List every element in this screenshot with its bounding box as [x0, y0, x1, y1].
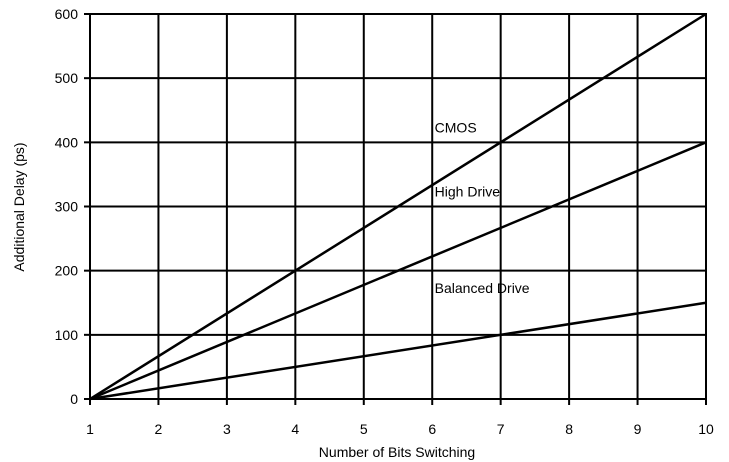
series-line-high-drive	[89, 141, 707, 401]
y-tick-label: 100	[55, 327, 79, 343]
y-tick-label: 600	[55, 6, 79, 22]
y-tick-labels: 0 100 200 300 400 500 600	[55, 6, 79, 407]
x-tick-label: 10	[698, 421, 714, 437]
x-tick-label: 3	[223, 421, 231, 437]
y-tick-label: 200	[55, 263, 79, 279]
y-tick-label: 400	[55, 134, 79, 150]
x-tick-label: 2	[155, 421, 163, 437]
series-line-balanced-drive	[89, 301, 707, 401]
y-tick-label: 500	[55, 70, 79, 86]
x-tick-label: 4	[291, 421, 299, 437]
series-label-high-drive: High Drive	[435, 184, 501, 200]
x-tick-label: 1	[86, 421, 94, 437]
x-tick-label: 7	[497, 421, 505, 437]
series-label-balanced-drive: Balanced Drive	[435, 280, 530, 296]
x-tick-label: 9	[634, 421, 642, 437]
series-labels: CMOS High Drive Balanced Drive	[435, 119, 530, 295]
x-tick-label: 8	[565, 421, 573, 437]
y-tick-label: 300	[55, 199, 79, 215]
series-lines	[89, 12, 707, 401]
y-tick-label: 0	[70, 391, 78, 407]
y-axis-label: Additional Delay (ps)	[11, 142, 27, 271]
series-label-cmos: CMOS	[435, 119, 477, 135]
x-tick-label: 6	[428, 421, 436, 437]
x-tick-label: 5	[360, 421, 368, 437]
plot-frame	[84, 13, 707, 405]
x-axis-label: Number of Bits Switching	[319, 444, 475, 460]
x-tick-labels: 1 2 3 4 5 6 7 8 9 10	[86, 421, 714, 437]
series-line-cmos	[89, 12, 707, 401]
